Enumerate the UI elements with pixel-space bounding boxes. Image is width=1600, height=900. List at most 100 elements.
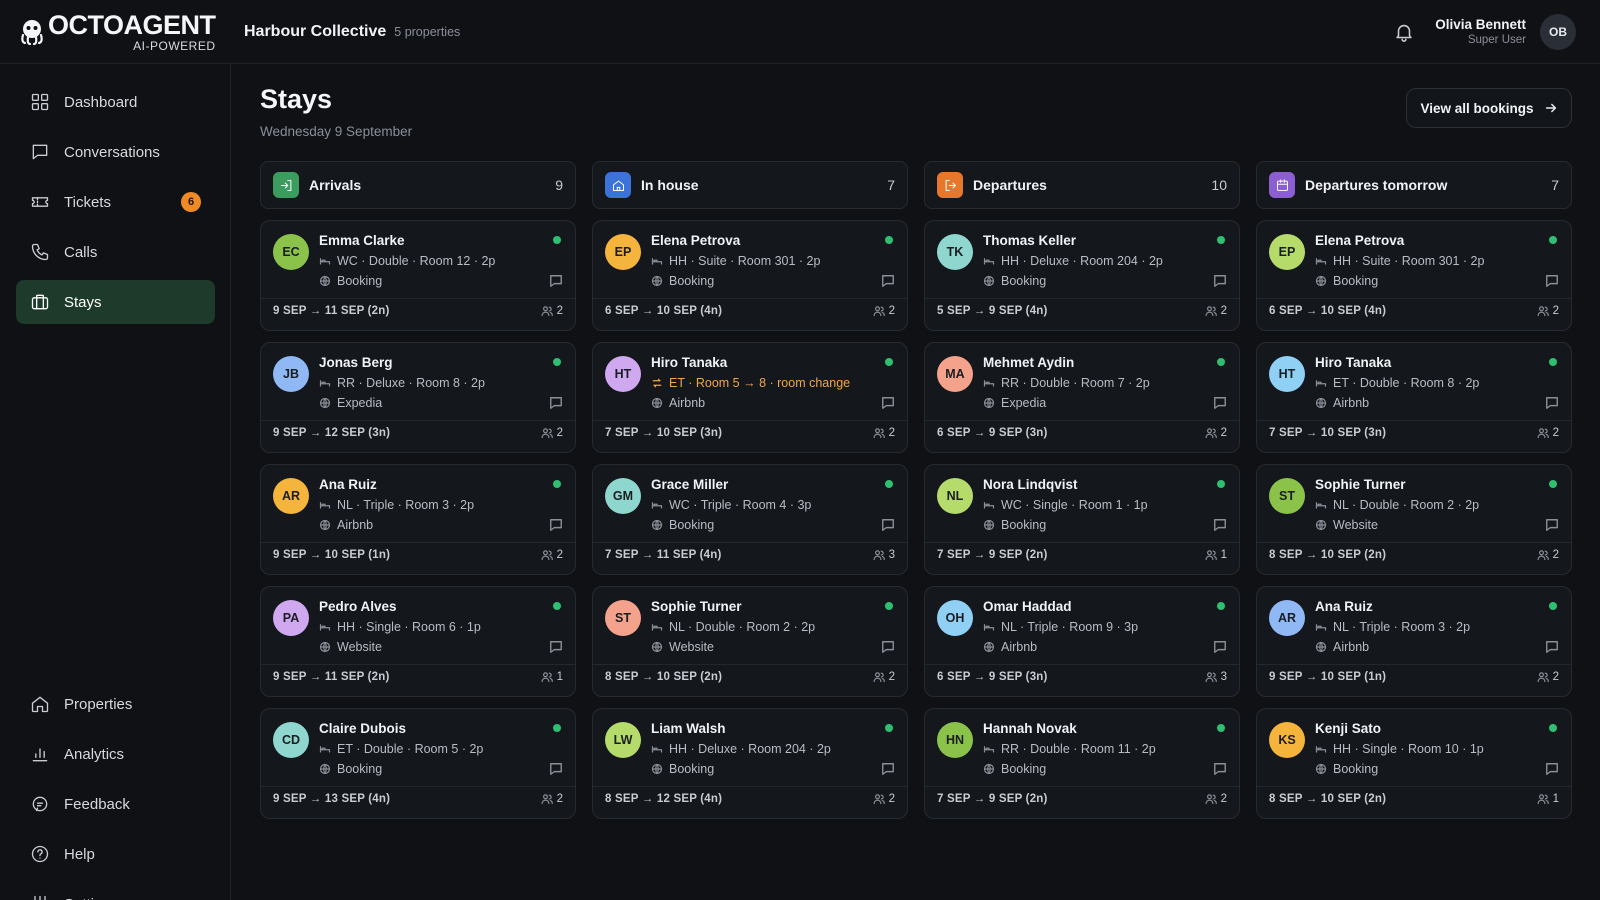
bell-icon[interactable] <box>1393 21 1415 43</box>
chat-icon-wrapper[interactable] <box>1213 396 1227 410</box>
stay-card[interactable]: EP Elena Petrova HH · Suite · Room 301 ·… <box>592 220 908 331</box>
guest-count: 2 <box>1537 671 1559 683</box>
logo-tagline: AI-POWERED <box>133 38 216 53</box>
stay-card[interactable]: EC Emma Clarke WC · Double · Room 12 · 2… <box>260 220 576 331</box>
stay-card[interactable]: ST Sophie Turner NL · Double · Room 2 · … <box>1256 464 1572 575</box>
chat-icon-wrapper[interactable] <box>549 396 563 410</box>
view-all-bookings-button[interactable]: View all bookings <box>1406 88 1572 128</box>
chat-icon-wrapper[interactable] <box>881 640 895 654</box>
guest-name: Pedro Alves <box>319 599 397 614</box>
chat-icon-wrapper[interactable] <box>881 274 895 288</box>
chat-icon-wrapper[interactable] <box>1545 640 1559 654</box>
booking-source-text: Website <box>1333 518 1378 532</box>
stay-card[interactable]: HT Hiro Tanaka ET · Room 5 → 8 · room ch… <box>592 342 908 453</box>
stay-card[interactable]: ST Sophie Turner NL · Double · Room 2 · … <box>592 586 908 697</box>
room-details-text: NL · Double · Room 2 · 2p <box>1333 498 1480 512</box>
stay-dates: 9 SEP → 10 SEP (1n) <box>273 549 391 561</box>
logo[interactable]: OCTOAGENT AI-POWERED <box>0 0 230 64</box>
guest-name: Hiro Tanaka <box>651 355 728 370</box>
stay-card[interactable]: NL Nora Lindqvist WC · Single · Room 1 ·… <box>924 464 1240 575</box>
status-dot <box>553 724 561 732</box>
chat-icon-wrapper[interactable] <box>549 518 563 532</box>
chat-icon-wrapper[interactable] <box>1213 640 1227 654</box>
column-count: 7 <box>1551 177 1559 193</box>
globe-icon <box>651 763 663 775</box>
guest-avatar: HT <box>605 356 641 392</box>
chat-icon-wrapper[interactable] <box>881 518 895 532</box>
guest-avatar: CD <box>273 722 309 758</box>
column-in-house: In house 7 EP Elena Petrova HH · Suite ·… <box>592 161 908 830</box>
stay-card[interactable]: HT Hiro Tanaka ET · Double · Room 8 · 2p… <box>1256 342 1572 453</box>
chat-icon-wrapper[interactable] <box>549 274 563 288</box>
room-details: HH · Suite · Room 301 · 2p <box>1315 254 1484 268</box>
card-divider <box>925 664 1239 665</box>
column-header-departures[interactable]: Departures 10 <box>924 161 1240 209</box>
bed-icon <box>651 502 663 509</box>
booking-source: Booking <box>319 274 382 288</box>
sidebar-item-dashboard[interactable]: Dashboard <box>16 80 215 124</box>
people-icon <box>1205 550 1217 561</box>
chat-icon-wrapper[interactable] <box>549 640 563 654</box>
room-details-text: WC · Double · Room 12 · 2p <box>337 254 496 268</box>
sidebar-item-stays[interactable]: Stays <box>16 280 215 324</box>
chat-icon-wrapper[interactable] <box>1545 518 1559 532</box>
chat-icon-wrapper[interactable] <box>1545 762 1559 776</box>
room-details: HH · Single · Room 10 · 1p <box>1315 742 1484 756</box>
stay-card[interactable]: PA Pedro Alves HH · Single · Room 6 · 1p… <box>260 586 576 697</box>
user-avatar[interactable]: OB <box>1540 13 1576 50</box>
guest-avatar: HT <box>1269 356 1305 392</box>
stay-card[interactable]: GM Grace Miller WC · Triple · Room 4 · 3… <box>592 464 908 575</box>
stay-card[interactable]: OH Omar Haddad NL · Triple · Room 9 · 3p… <box>924 586 1240 697</box>
card-divider <box>261 298 575 299</box>
bed-icon <box>651 746 663 753</box>
sidebar-item-calls[interactable]: Calls <box>16 230 215 274</box>
column-departures-tomorrow: Departures tomorrow 7 EP Elena Petrova H… <box>1256 161 1572 830</box>
organization-selector[interactable]: Harbour Collective 5 properties <box>244 23 460 41</box>
chat-icon-wrapper[interactable] <box>1545 396 1559 410</box>
stay-card[interactable]: LW Liam Walsh HH · Deluxe · Room 204 · 2… <box>592 708 908 819</box>
card-divider <box>925 420 1239 421</box>
chat-icon-wrapper[interactable] <box>1213 518 1227 532</box>
stay-card[interactable]: TK Thomas Keller HH · Deluxe · Room 204 … <box>924 220 1240 331</box>
stay-card[interactable]: KS Kenji Sato HH · Single · Room 10 · 1p… <box>1256 708 1572 819</box>
stay-card[interactable]: HN Hannah Novak RR · Double · Room 11 · … <box>924 708 1240 819</box>
stay-card[interactable]: JB Jonas Berg RR · Deluxe · Room 8 · 2p … <box>260 342 576 453</box>
status-dot <box>553 358 561 366</box>
people-icon <box>1537 794 1549 805</box>
chat-icon-wrapper[interactable] <box>881 762 895 776</box>
bed-icon <box>983 624 995 631</box>
chat-icon-wrapper[interactable] <box>549 762 563 776</box>
stay-card[interactable]: AR Ana Ruiz NL · Triple · Room 3 · 2p Ai… <box>1256 586 1572 697</box>
column-header-in-house[interactable]: In house 7 <box>592 161 908 209</box>
globe-icon <box>651 519 663 531</box>
chat-icon-wrapper[interactable] <box>1213 762 1227 776</box>
chat-icon-wrapper[interactable] <box>1545 274 1559 288</box>
chat-icon-wrapper[interactable] <box>881 396 895 410</box>
sidebar-item-help[interactable]: Help <box>16 832 215 876</box>
stay-card[interactable]: AR Ana Ruiz NL · Triple · Room 3 · 2p Ai… <box>260 464 576 575</box>
room-details-text: WC · Single · Room 1 · 1p <box>1001 498 1148 512</box>
chat-icon-wrapper[interactable] <box>1213 274 1227 288</box>
stay-card[interactable]: MA Mehmet Aydin RR · Double · Room 7 · 2… <box>924 342 1240 453</box>
sidebar-item-conversations[interactable]: Conversations <box>16 130 215 174</box>
globe-icon <box>319 519 331 531</box>
sidebar-item-feedback[interactable]: Feedback <box>16 782 215 826</box>
sidebar-item-properties[interactable]: Properties <box>16 682 215 726</box>
guest-count: 2 <box>873 793 895 805</box>
guest-name: Hannah Novak <box>983 721 1077 736</box>
stay-card[interactable]: EP Elena Petrova HH · Suite · Room 301 ·… <box>1256 220 1572 331</box>
bed-icon <box>1315 624 1327 631</box>
stay-card[interactable]: CD Claire Dubois ET · Double · Room 5 · … <box>260 708 576 819</box>
sidebar-item-analytics[interactable]: Analytics <box>16 732 215 776</box>
sidebar-item-label: Help <box>64 845 95 863</box>
status-dot <box>1549 602 1557 610</box>
guest-count-value: 2 <box>1220 793 1227 805</box>
sidebar-item-tickets[interactable]: Tickets 6 <box>16 180 215 224</box>
column-icon <box>1269 172 1295 198</box>
calendar-icon <box>1276 178 1288 191</box>
column-header-departures-tomorrow[interactable]: Departures tomorrow 7 <box>1256 161 1572 209</box>
column-header-arrivals[interactable]: Arrivals 9 <box>260 161 576 209</box>
stay-dates: 8 SEP → 10 SEP (2n) <box>605 671 723 683</box>
sidebar-item-settings[interactable]: Settings <box>16 882 215 900</box>
bed-icon <box>319 746 331 753</box>
